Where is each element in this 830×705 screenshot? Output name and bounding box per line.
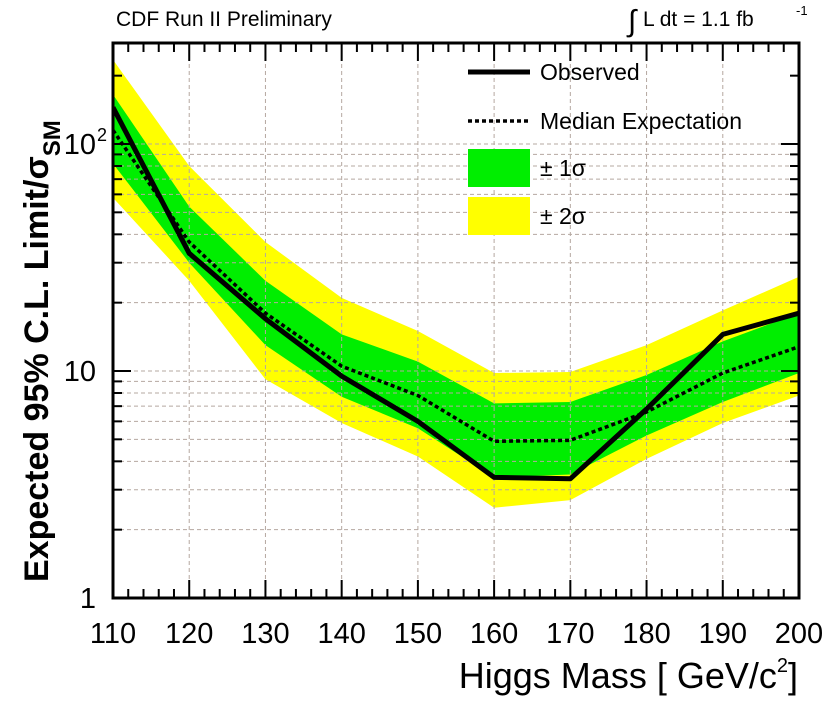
x-tick-label: 200: [775, 618, 823, 650]
x-tick-label: 150: [394, 618, 442, 650]
legend-label: ± 2σ: [540, 203, 586, 229]
y-tick-label-exponent: 2: [97, 125, 107, 145]
legend-label: Median Expectation: [540, 108, 742, 134]
legend-band-swatch: [468, 149, 530, 187]
lumi-exponent: -1: [796, 3, 808, 18]
x-tick-label: 130: [241, 618, 289, 650]
legend-band-swatch: [468, 197, 530, 235]
median-expectation-line: [113, 129, 799, 444]
x-tick-label: 160: [470, 618, 518, 650]
y-axis-title: Expected 95% C.L. Limit/σSM: [18, 120, 66, 582]
legend-label: ± 1σ: [540, 155, 586, 181]
y-tick-label: 1: [80, 583, 96, 615]
x-tick-label: 110: [90, 618, 136, 650]
x-tick-label: 140: [317, 618, 365, 650]
x-tick-label: 180: [622, 618, 670, 650]
plot-frame: [111, 41, 801, 600]
legend-label: Observed: [540, 59, 640, 85]
x-tick-label: 170: [546, 618, 594, 650]
observed-line: [113, 106, 799, 482]
integral-sign: ∫: [626, 5, 638, 38]
y-tick-label: 10: [64, 129, 96, 161]
lumi-text: L dt = 1.1 fb: [643, 8, 754, 31]
y-tick-label: 10: [64, 356, 96, 388]
band-one-sigma: [113, 94, 799, 478]
x-axis-title: Higgs Mass [ GeV/c2]: [459, 655, 798, 696]
x-tick-label: 120: [165, 618, 213, 650]
x-tick-label: 190: [699, 618, 747, 650]
luminosity-label: ∫ L dt = 1.1 fb -1: [626, 3, 808, 38]
chart-title: CDF Run II Preliminary: [116, 8, 332, 31]
